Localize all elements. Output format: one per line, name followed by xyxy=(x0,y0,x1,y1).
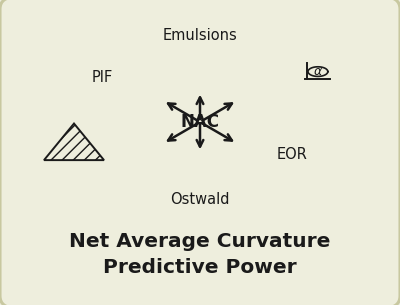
Text: NAC: NAC xyxy=(180,113,220,131)
Text: Ostwald: Ostwald xyxy=(170,192,230,207)
Text: Emulsions: Emulsions xyxy=(163,27,237,43)
Text: α: α xyxy=(314,65,322,78)
Text: EOR: EOR xyxy=(276,146,308,162)
Text: Net Average Curvature
Predictive Power: Net Average Curvature Predictive Power xyxy=(69,232,331,277)
Text: PIF: PIF xyxy=(91,70,113,85)
